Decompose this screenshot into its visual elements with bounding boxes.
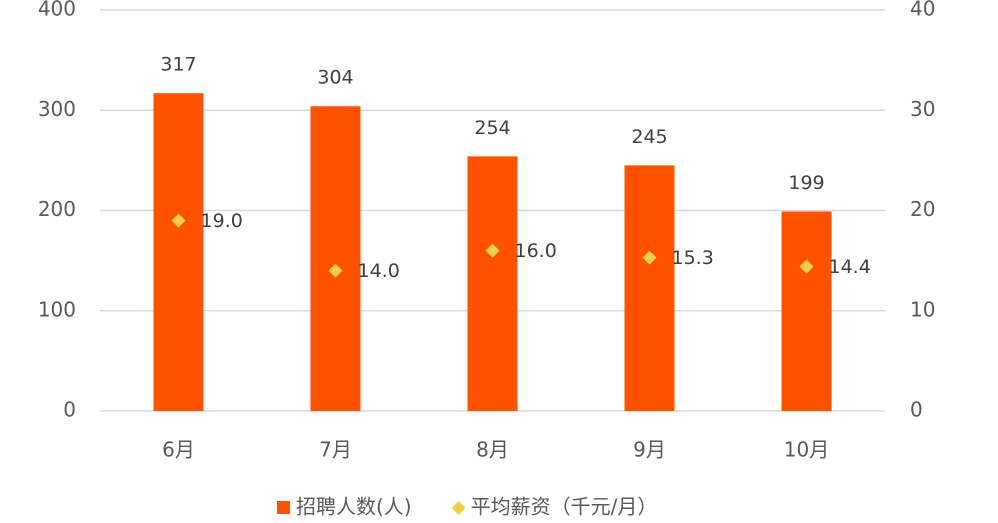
y-tick-label: 200 — [38, 197, 76, 221]
x-tick-label: 10月 — [784, 438, 829, 462]
bar — [781, 211, 832, 411]
data-label: 254 — [474, 117, 510, 139]
y-tick-label: 300 — [38, 97, 76, 121]
bar — [153, 93, 204, 412]
x-tick-label: 9月 — [633, 438, 666, 462]
data-label: 19.0 — [201, 210, 243, 232]
x-tick-label: 6月 — [162, 438, 195, 462]
marker — [799, 259, 814, 274]
legend-swatch — [451, 501, 466, 515]
bar — [310, 106, 361, 412]
legend-swatch — [277, 501, 290, 514]
y2-tick-label: 40 — [910, 0, 935, 21]
data-label: 14.4 — [829, 256, 871, 278]
marker — [485, 243, 500, 258]
data-label: 304 — [317, 67, 353, 89]
legend-label: 招聘人数(人) — [296, 495, 412, 519]
data-label: 14.0 — [358, 260, 400, 282]
data-label: 199 — [788, 172, 824, 194]
y2-tick-label: 10 — [910, 297, 935, 321]
marker — [171, 213, 186, 228]
y-tick-label: 0 — [63, 398, 76, 422]
bar — [467, 156, 518, 411]
data-label: 245 — [631, 126, 667, 148]
data-label: 317 — [160, 54, 196, 76]
bar — [624, 165, 675, 411]
y2-tick-label: 30 — [910, 97, 935, 121]
legend-label: 平均薪资（千元/月） — [471, 495, 658, 519]
marker — [642, 250, 657, 265]
x-tick-label: 8月 — [476, 438, 509, 462]
y2-tick-label: 20 — [910, 197, 935, 221]
y-tick-label: 100 — [38, 297, 76, 321]
data-label: 15.3 — [672, 247, 714, 269]
y-tick-label: 400 — [38, 0, 76, 21]
marker — [328, 263, 343, 278]
data-label: 16.0 — [515, 240, 557, 262]
y2-tick-label: 0 — [910, 398, 923, 422]
x-tick-label: 7月 — [319, 438, 352, 462]
